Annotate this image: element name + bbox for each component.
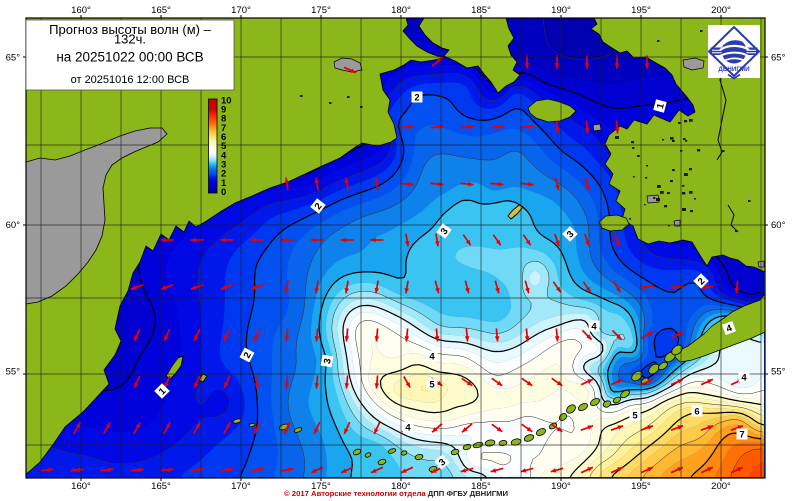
svg-text:2: 2: [242, 351, 254, 361]
svg-text:от 20251016 12:00 ВСВ: от 20251016 12:00 ВСВ: [71, 74, 190, 86]
svg-text:Прогноз высоты волн (м) –: Прогноз высоты волн (м) –: [49, 22, 211, 37]
svg-text:170°: 170°: [231, 5, 251, 16]
svg-text:195°: 195°: [631, 481, 651, 492]
svg-text:175°: 175°: [311, 481, 331, 492]
svg-text:132ч.: 132ч.: [114, 32, 146, 47]
svg-text:4: 4: [741, 372, 747, 383]
svg-text:3: 3: [322, 358, 334, 365]
svg-text:0: 0: [221, 187, 226, 198]
svg-text:1: 1: [655, 102, 667, 111]
svg-text:60°: 60°: [6, 220, 21, 231]
svg-text:195°: 195°: [631, 5, 651, 16]
svg-text:185°: 185°: [471, 481, 491, 492]
svg-text:190°: 190°: [551, 5, 571, 16]
svg-text:7: 7: [221, 123, 226, 134]
svg-text:65°: 65°: [771, 53, 786, 64]
svg-text:65°: 65°: [6, 53, 21, 64]
svg-text:© 2017 Авторские технологии от: © 2017 Авторские технологии отдела ДПП Ф…: [284, 489, 508, 498]
svg-text:200°: 200°: [711, 5, 731, 16]
svg-text:5: 5: [221, 141, 227, 152]
svg-text:165°: 165°: [151, 481, 171, 492]
svg-text:175°: 175°: [311, 5, 331, 16]
svg-text:165°: 165°: [151, 5, 171, 16]
svg-text:на 20251022 00:00 ВСВ: на 20251022 00:00 ВСВ: [56, 50, 203, 65]
svg-text:6: 6: [694, 406, 699, 417]
svg-text:2: 2: [414, 92, 419, 103]
svg-text:180°: 180°: [391, 481, 411, 492]
svg-text:60°: 60°: [771, 220, 786, 231]
svg-text:4: 4: [725, 323, 734, 335]
svg-text:3: 3: [439, 226, 451, 237]
svg-text:185°: 185°: [471, 5, 491, 16]
svg-text:2: 2: [313, 201, 325, 212]
svg-text:2: 2: [221, 169, 226, 180]
svg-text:10: 10: [221, 95, 232, 106]
svg-text:5: 5: [429, 379, 435, 390]
svg-text:ДВНИГМИ: ДВНИГМИ: [718, 66, 750, 73]
svg-text:55°: 55°: [6, 367, 21, 378]
svg-text:4: 4: [591, 321, 597, 332]
svg-text:170°: 170°: [231, 481, 251, 492]
svg-text:55°: 55°: [771, 367, 786, 378]
svg-text:3: 3: [221, 160, 226, 171]
svg-text:4: 4: [429, 351, 435, 362]
svg-text:160°: 160°: [71, 5, 91, 16]
svg-text:7: 7: [739, 429, 744, 440]
svg-text:4: 4: [221, 150, 227, 161]
svg-text:5: 5: [632, 410, 638, 421]
svg-text:4: 4: [405, 422, 411, 433]
svg-text:180°: 180°: [391, 5, 411, 16]
svg-text:1: 1: [221, 178, 227, 189]
svg-text:3: 3: [565, 229, 577, 241]
svg-text:190°: 190°: [551, 481, 571, 492]
svg-text:6: 6: [221, 132, 226, 143]
svg-text:200°: 200°: [711, 481, 731, 492]
svg-text:2: 2: [696, 276, 708, 288]
svg-text:160°: 160°: [71, 481, 91, 492]
svg-text:9: 9: [221, 105, 226, 116]
svg-text:8: 8: [221, 114, 226, 125]
svg-text:3: 3: [437, 457, 448, 469]
